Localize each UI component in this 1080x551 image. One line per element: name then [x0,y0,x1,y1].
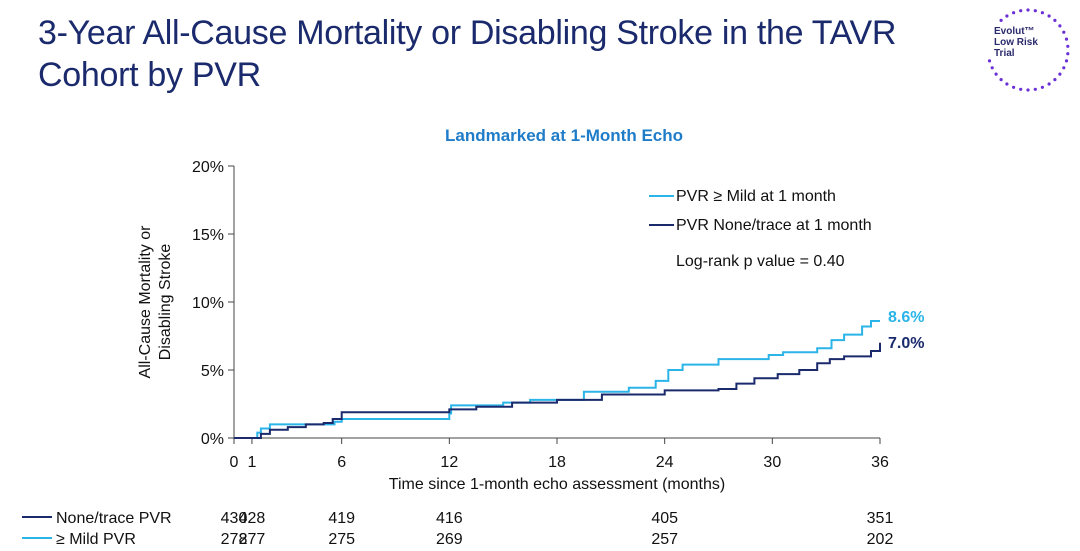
logo-dot [1005,82,1009,86]
series-line-none-trace [234,342,881,439]
logo-dot [1012,85,1016,89]
logo-line-3: Trial [994,48,1015,59]
risk-cell: 405 [651,510,678,527]
logo: Evolut™ Low Risk Trial [994,26,1074,59]
risk-row-label: ≥ Mild PVR [56,531,136,548]
logo-dot [1005,14,1009,18]
risk-cell: 419 [328,510,355,527]
logo-dot [1047,14,1051,18]
legend-label: PVR ≥ Mild at 1 month [676,188,836,205]
logo-dot [987,59,992,63]
x-tick-label: 1 [247,454,256,471]
risk-cell: 416 [436,510,463,527]
logo-dot-ring [987,8,1070,92]
y-tick-label: 20% [192,159,224,176]
risk-cell: 275 [328,531,355,548]
log-rank-annotation: Log-rank p value = 0.40 [676,253,845,270]
logo-dot [1040,11,1044,15]
risk-cell: 277 [239,531,266,548]
logo-dot [1026,8,1030,12]
risk-cell: 202 [867,531,894,548]
y-tick-label: 0% [201,431,224,448]
y-tick-label: 5% [201,363,224,380]
chart-title: Landmarked at 1-Month Echo [445,126,683,145]
logo-dot [990,66,994,70]
page-title: 3-Year All-Cause Mortality or Disabling … [38,14,897,94]
y-tick-label: 10% [192,295,224,312]
logo-dot [1047,82,1051,86]
x-tick-label: 30 [763,454,781,471]
logo-dot [999,78,1003,82]
logo-dot [1062,66,1066,70]
series-end-label: 8.6% [888,309,924,326]
y-tick-label: 15% [192,227,224,244]
logo-dot [1062,30,1066,34]
logo-dot [1066,44,1070,48]
x-axis-label: Time since 1-month echo assessment (mont… [389,476,725,493]
logo-line-1: Evolut™ [994,26,1035,37]
legend-label: PVR None/trace at 1 month [676,217,872,234]
logo-dot [1026,88,1030,92]
risk-cell: 430 [221,510,248,527]
y-axis-label-line: Disabling Stroke [157,244,174,361]
series-line-mild [234,320,880,439]
x-tick-label: 6 [337,454,346,471]
logo-dot [1058,24,1062,28]
logo-dot [1033,9,1037,13]
logo-dot [1053,18,1057,22]
logo-dot [1033,87,1037,91]
y-axis-label: All-Cause Mortality or Disabling Stroke [137,225,174,379]
logo-line-2: Low Risk [994,37,1038,48]
logo-dot [1019,9,1023,13]
series-end-label: 7.0% [888,335,924,352]
x-tick-label: 24 [656,454,674,471]
y-axis-label-line: All-Cause Mortality or [137,225,154,379]
risk-cell: 278 [221,531,248,548]
logo-dot [999,18,1003,22]
logo-dot [1066,52,1070,56]
logo-dot [1064,59,1069,63]
logo-dot [1040,85,1044,89]
logo-dot [1019,87,1023,91]
risk-cell: 428 [239,510,266,527]
logo-dot [1053,78,1057,82]
risk-cell: 269 [436,531,463,548]
x-tick-label: 36 [871,454,889,471]
risk-cell: 351 [867,510,894,527]
logo-dot [994,72,998,76]
x-tick-label: 0 [230,454,239,471]
logo-dot [1064,37,1069,41]
risk-cell: 257 [651,531,678,548]
logo-dot [1058,72,1062,76]
logo-dot [1012,11,1016,15]
risk-row-label: None/trace PVR [56,510,172,527]
x-tick-label: 18 [548,454,566,471]
x-tick-label: 12 [440,454,458,471]
